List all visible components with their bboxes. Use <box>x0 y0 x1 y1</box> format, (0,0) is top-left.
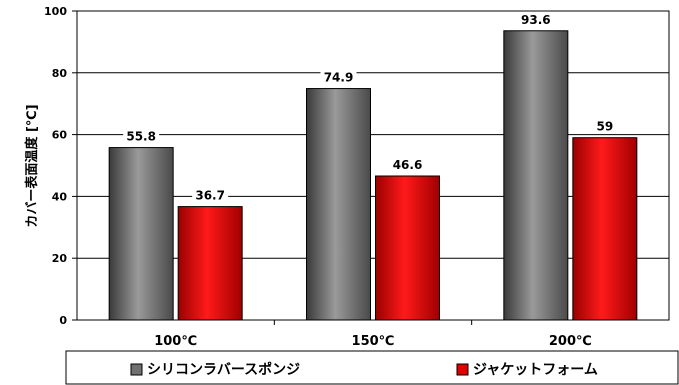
legend-box <box>65 350 679 385</box>
data-label-jacket: 46.6 <box>393 158 423 172</box>
bar-silicone <box>503 30 569 321</box>
chart-text: 0 20 40 60 80 100 100℃ 55.8 36.7 150℃ 74.9 46.6 200℃… <box>44 5 623 349</box>
y-tick-label: 100 <box>44 5 67 18</box>
data-label-silicone: 55.8 <box>126 130 156 144</box>
data-label-bg <box>389 158 426 173</box>
legend-label-silicone: シリコンラバースポンジ <box>147 361 300 378</box>
plot-area-frame <box>76 10 670 321</box>
data-label-jacket: 36.7 <box>195 189 225 203</box>
bar-jacket <box>177 206 243 321</box>
bar-jacket <box>572 137 638 321</box>
y-tick-label: 60 <box>52 129 68 142</box>
y-tick-label: 40 <box>52 190 68 203</box>
y-axis-label: カバー表面温度 [℃] <box>24 104 40 227</box>
legend-swatch-silicone <box>130 363 143 376</box>
data-label-bg <box>517 12 554 27</box>
data-label-bg <box>123 129 160 144</box>
bar-jacket <box>375 175 440 321</box>
bar-silicone <box>108 147 174 321</box>
data-label-jacket: 59 <box>596 120 613 134</box>
legend: シリコンラバースポンジ ジャケットフォーム <box>65 350 679 385</box>
data-label-silicone: 74.9 <box>324 71 354 85</box>
bar-silicone <box>306 88 371 321</box>
legend-label-jacket: ジャケットフォーム <box>473 362 598 378</box>
legend-swatch-jacket <box>456 363 469 376</box>
x-category-label: 200℃ <box>549 334 592 349</box>
axes <box>72 10 670 325</box>
y-tick-label: 80 <box>52 67 68 80</box>
y-tick-label: 0 <box>59 314 67 327</box>
data-label-bg <box>192 188 229 203</box>
data-label-silicone: 93.6 <box>521 13 551 27</box>
data-label-bg <box>320 70 357 85</box>
y-tick-label: 20 <box>52 252 68 265</box>
x-category-label: 150℃ <box>352 334 395 349</box>
data-label-bg <box>586 119 623 134</box>
x-category-label: 100℃ <box>154 334 197 349</box>
bars <box>108 30 638 321</box>
